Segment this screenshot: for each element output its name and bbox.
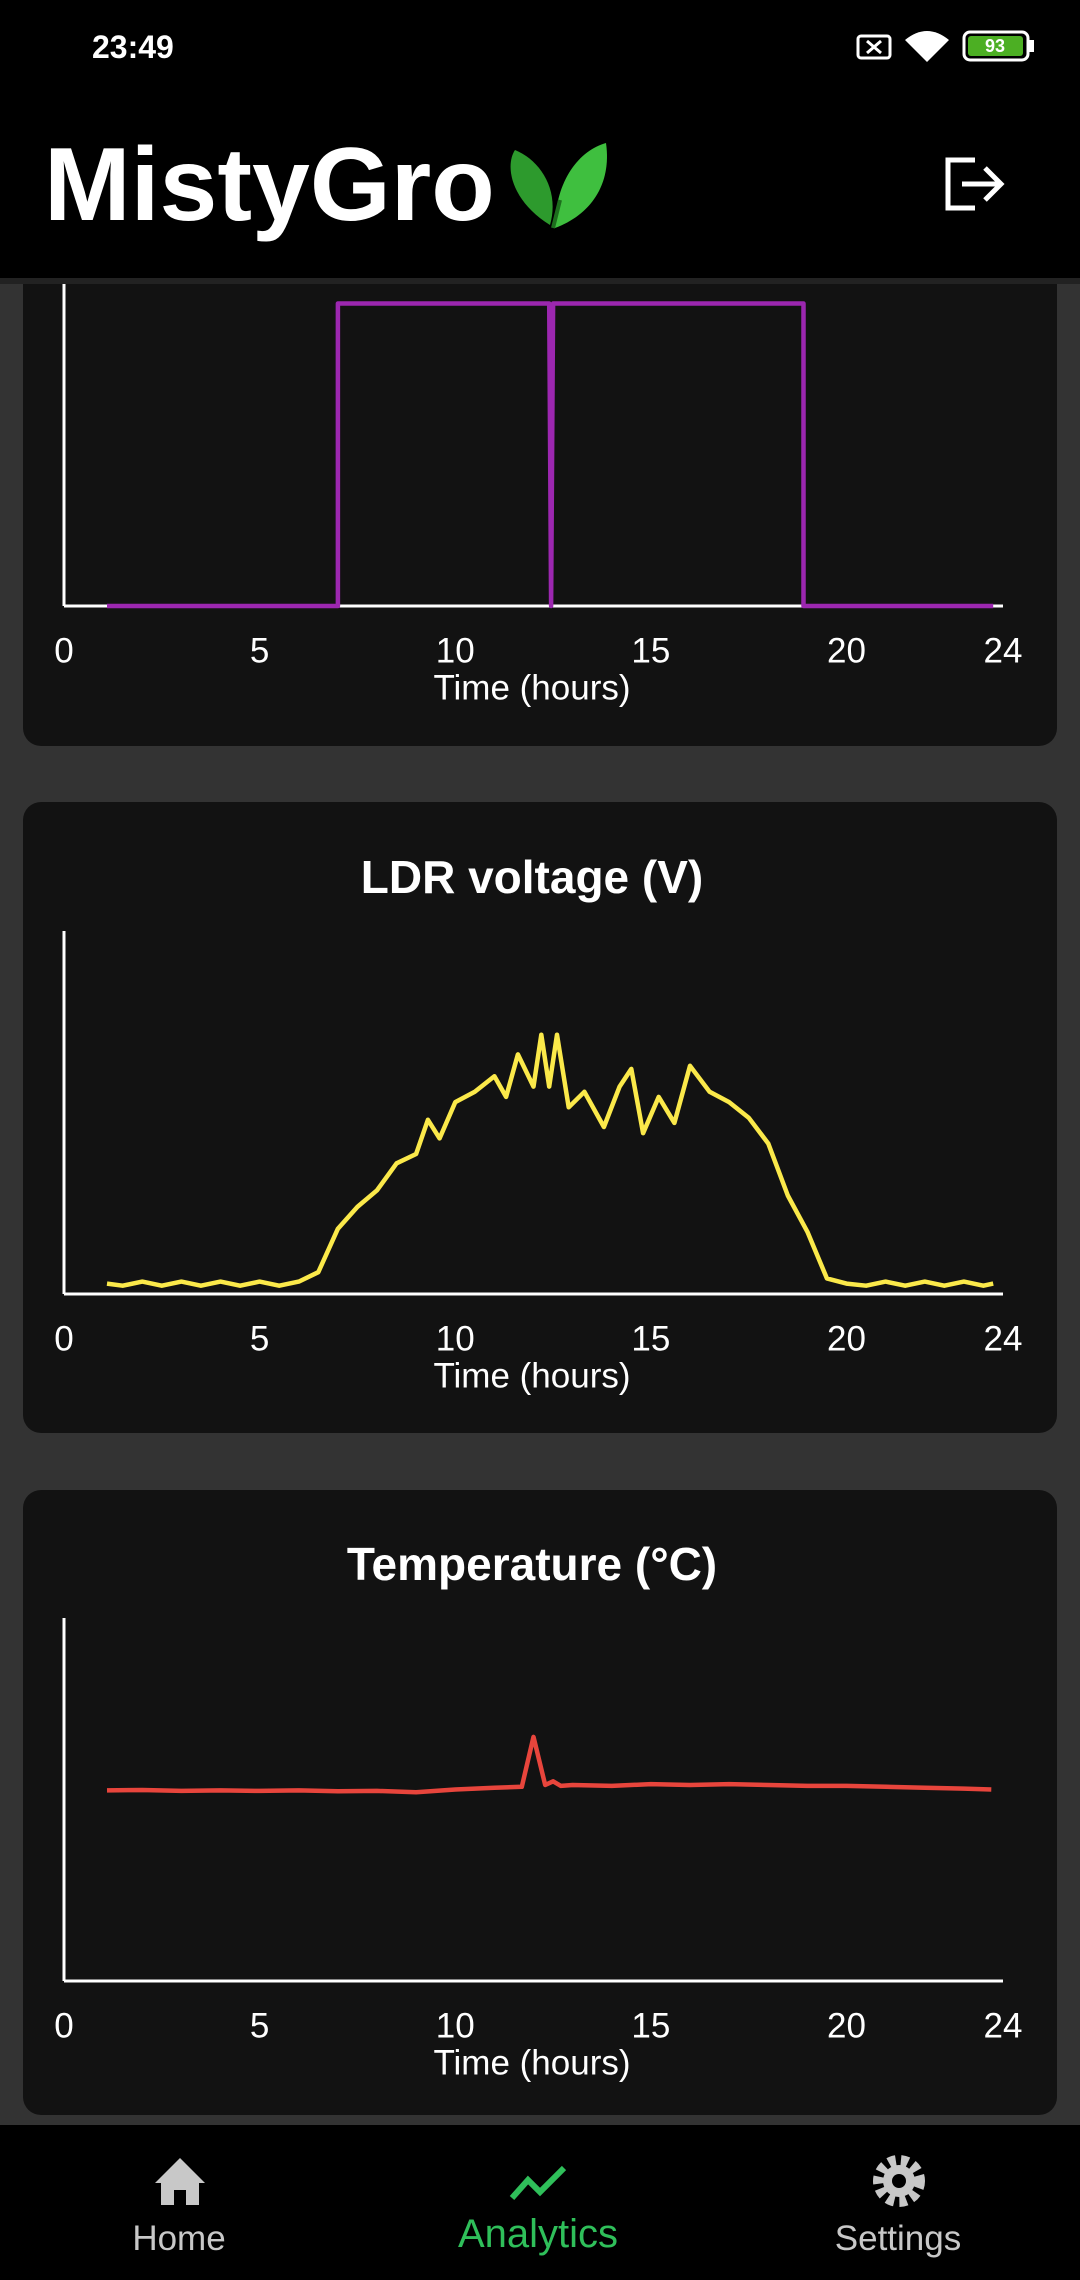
- app-title: MistyGro: [44, 127, 495, 243]
- logout-door: [945, 157, 975, 211]
- x-axis-label: Time (hours): [433, 1356, 630, 1395]
- sim-x: [866, 39, 882, 55]
- chart-card: [23, 1490, 1057, 2115]
- leaf-logo: [510, 143, 607, 229]
- chart-card: [23, 150, 1057, 746]
- analytics-icon: [509, 2165, 567, 2200]
- gear-teeth: [873, 2155, 925, 2207]
- data-line: [107, 301, 994, 609]
- cards: [23, 150, 1057, 2115]
- charts: 0 5 10 15 20 24 Time (hours) LDR voltage (V) 0 5 1…: [54, 243, 1022, 2082]
- x-tick-label: 10: [436, 1319, 475, 1358]
- x-tick-label: 0: [54, 1319, 73, 1358]
- x-tick-label: 24: [984, 1319, 1023, 1358]
- bottom-nav: Home Analytics Settings: [0, 2125, 1080, 2280]
- x-axis-label: Time (hours): [433, 668, 630, 707]
- x-tick-label: 15: [631, 1319, 670, 1358]
- nav-label[interactable]: Analytics: [458, 2212, 618, 2256]
- x-tick-label: 20: [827, 1319, 866, 1358]
- home-icon: [155, 2158, 205, 2205]
- x-tick-label: 20: [827, 2006, 866, 2045]
- chart-card: [23, 802, 1057, 1433]
- settings-icon: [873, 2155, 925, 2207]
- header-shadow: [0, 278, 1080, 284]
- logout-arrow: [962, 166, 1005, 202]
- nav-label[interactable]: Settings: [835, 2219, 961, 2258]
- app-header: 23:49 93 MistyGro: [0, 0, 1080, 284]
- x-tick-label: 0: [54, 2006, 73, 2045]
- battery-level: [968, 36, 1023, 56]
- chart-title: LDR voltage (V): [361, 851, 703, 903]
- wifi-icon: [905, 31, 949, 62]
- x-tick-label: 24: [984, 2006, 1023, 2045]
- sim-icon: [856, 34, 892, 60]
- data-line: [106, 1032, 994, 1288]
- x-tick-label: 5: [250, 2006, 269, 2045]
- battery-tip: [1029, 40, 1034, 52]
- x-tick-label: 0: [54, 631, 73, 670]
- battery-outline: [962, 30, 1030, 62]
- x-tick-label: 10: [436, 631, 475, 670]
- leaf-right: [555, 143, 607, 228]
- x-tick-label: 5: [250, 631, 269, 670]
- status-time: 23:49: [92, 29, 174, 65]
- x-tick-label: 15: [631, 631, 670, 670]
- logout-button[interactable]: [945, 157, 1005, 211]
- data-line: [106, 1734, 992, 1795]
- gear-hole: [892, 2174, 906, 2188]
- x-tick-label: 5: [250, 1319, 269, 1358]
- status-icons: 93: [856, 30, 1034, 62]
- header-bg: [0, 0, 1080, 280]
- x-axis-label: Time (hours): [433, 2043, 630, 2082]
- x-tick-label: 10: [436, 2006, 475, 2045]
- leaf-left: [510, 150, 553, 225]
- nav-label[interactable]: Home: [132, 2219, 225, 2258]
- chart-title: Temperature (°C): [347, 1538, 717, 1590]
- x-tick-label: 15: [631, 2006, 670, 2045]
- x-tick-label: 24: [984, 631, 1023, 670]
- battery-percent: 93: [985, 36, 1005, 56]
- x-tick-label: 20: [827, 631, 866, 670]
- leaf-stem: [551, 199, 562, 229]
